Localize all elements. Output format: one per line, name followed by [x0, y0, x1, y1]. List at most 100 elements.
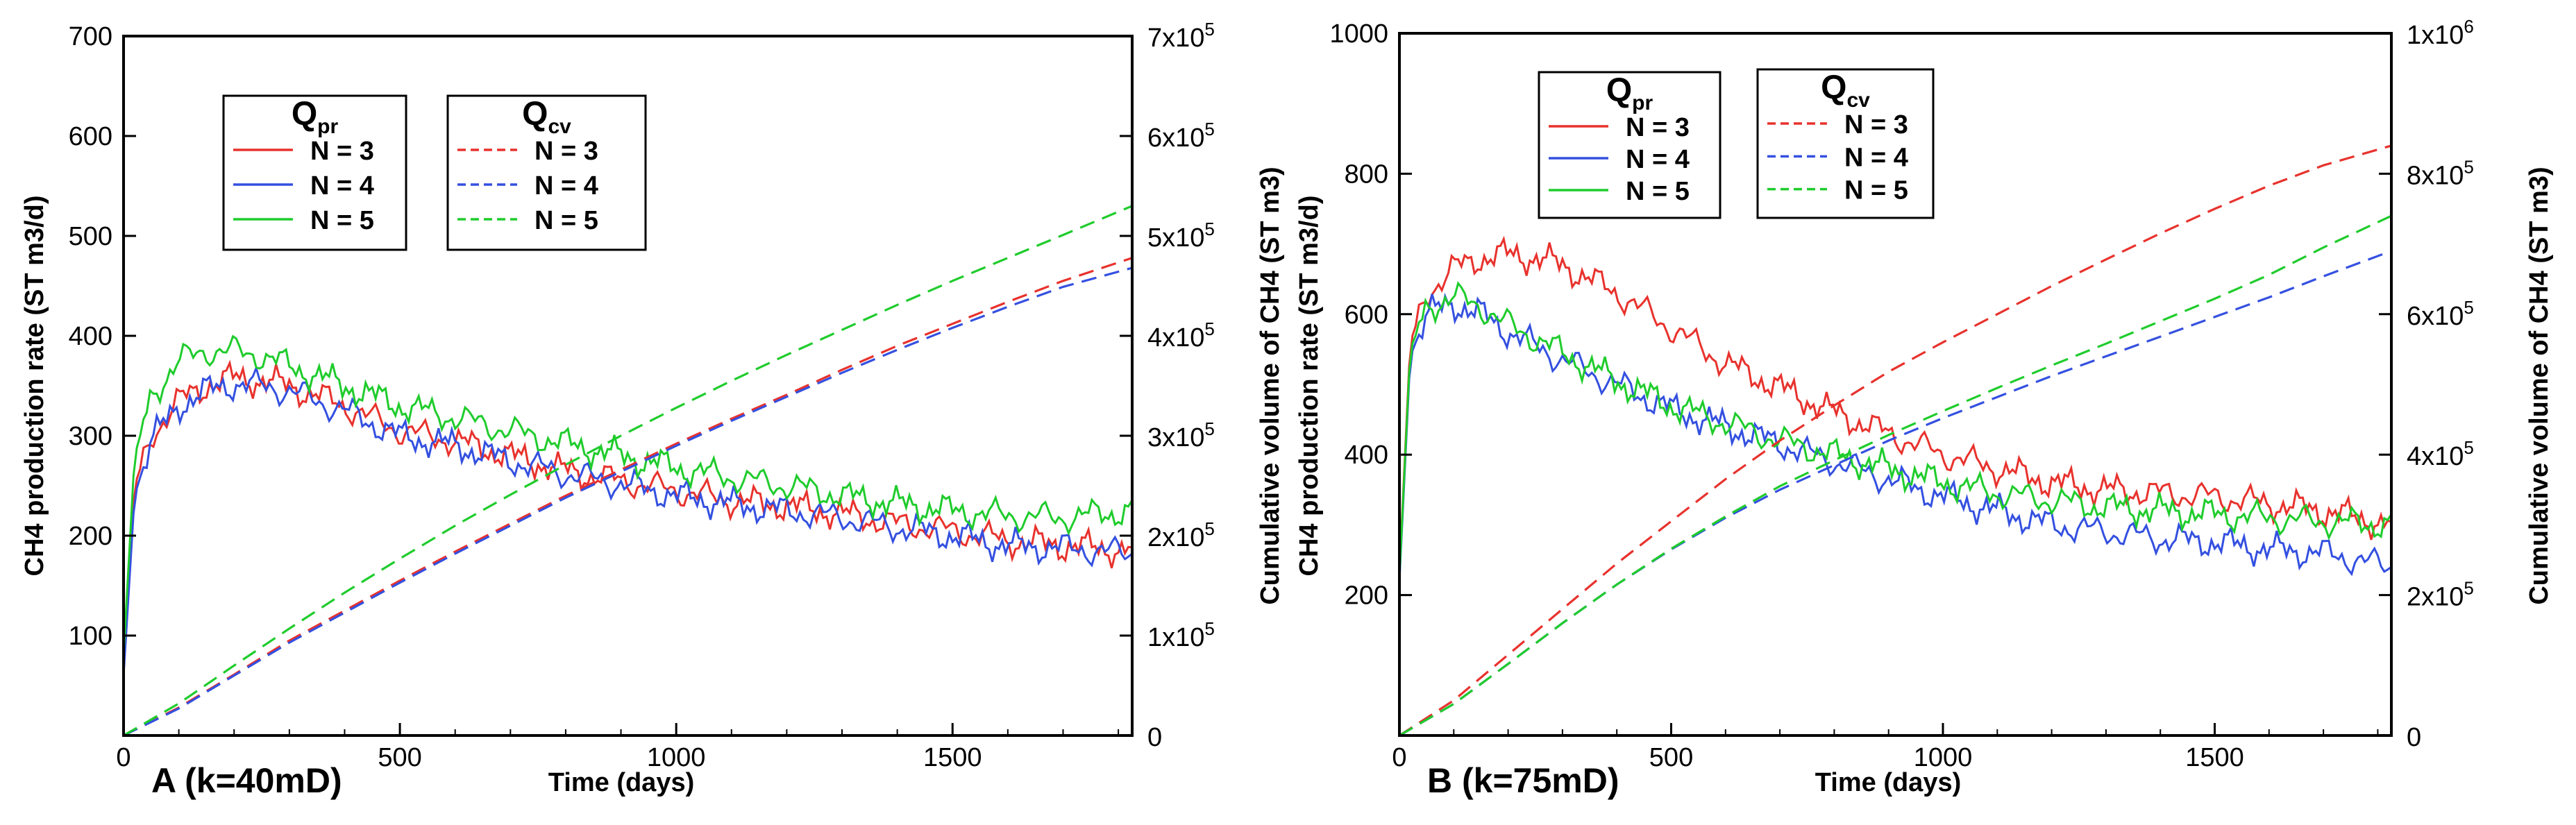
y-right-tick-base: 2x10	[1147, 523, 1204, 552]
y-right-tick-base: 4x10	[1147, 323, 1204, 352]
chart-panel-a: 0 500 1000 1500 100 200 300 400 500 600 700 0 1x10…	[20, 19, 1285, 800]
y-right-tick-label: 4x105	[1147, 318, 1215, 352]
y-axis-right-title-b: Cumulative volume of CH4 (ST m3)	[2525, 167, 2554, 604]
plot-area-a	[124, 205, 1132, 735]
legend-title-main: Q	[522, 96, 548, 133]
y-right-tick-base: 4x10	[2407, 442, 2464, 471]
panel-label-a: A (k=40mD)	[151, 761, 342, 800]
legend-entry-label: N = 5	[1844, 176, 1908, 205]
legend-title: Qpr	[1606, 72, 1653, 114]
y-right-tick-exponent: 5	[1204, 518, 1214, 539]
plot-area-b	[1399, 144, 2391, 735]
y-right-tick-base: 1x10	[1147, 623, 1204, 652]
legend-title-subscript: cv	[1846, 89, 1870, 112]
y-right-tick-exponent: 5	[2464, 297, 2473, 318]
y-right-tick-base: 2x10	[2407, 583, 2464, 612]
y-axis-left-title-a: CH4 production rate (ST m3/d)	[20, 196, 49, 577]
y-right-tick-exponent: 5	[1204, 19, 1214, 40]
legend-entry-label: N = 5	[1626, 177, 1690, 206]
y-left-tick-label: 400	[1345, 441, 1388, 470]
legend-title-main: Q	[1821, 69, 1846, 106]
y-right-tick-exponent: 5	[2464, 156, 2473, 177]
x-tick-label: 1000	[647, 743, 706, 772]
legend-title-main: Q	[1606, 72, 1632, 109]
y-left-tick-label: 1000	[1329, 19, 1388, 49]
y-right-tick-base: 1x10	[2407, 21, 2464, 50]
y-right-tick-exponent: 5	[1204, 119, 1214, 139]
y-right-tick-exponent: 5	[2464, 437, 2473, 458]
series-line-qpr-n3	[1399, 235, 2391, 575]
series-line-qcv-n5	[1399, 214, 2391, 735]
legend-entry-label: N = 4	[1844, 143, 1908, 172]
legend-entry-label: N = 3	[1626, 113, 1690, 142]
y-right-tick-base: 7x10	[1147, 24, 1204, 53]
y-right-tick-base: 6x10	[1147, 124, 1204, 153]
y-right-tick-exponent: 5	[2464, 578, 2473, 599]
y-right-tick-base: 3x10	[1147, 423, 1204, 452]
x-tick-label: 500	[1649, 743, 1693, 772]
y-right-tick-label: 8x105	[2407, 156, 2474, 190]
legend-frame	[1538, 71, 1721, 219]
legend-entry-label: N = 3	[1844, 110, 1908, 139]
plot-frame-a	[122, 35, 1134, 737]
y-right-tick-base: 8x10	[2407, 161, 2464, 190]
x-axis-b: 0 500 1000 1500	[1392, 723, 2379, 772]
y-right-tick-base: 0	[2407, 723, 2421, 752]
y-right-tick-label: 6x105	[1147, 119, 1215, 153]
legend-entry-label: N = 4	[310, 171, 374, 201]
y-right-tick-label: 6x105	[2407, 297, 2474, 331]
y-right-tick-label: 2x105	[1147, 518, 1215, 552]
y-right-tick-label: 0	[1147, 723, 1162, 752]
legend-entry-label: N = 5	[310, 206, 374, 235]
y-left-tick-label: 500	[69, 222, 112, 251]
plot-frame-b	[1398, 32, 2393, 737]
legend-frame	[446, 94, 647, 251]
series-line-qcv-n4	[1399, 250, 2391, 735]
y-right-tick-exponent: 5	[1204, 219, 1214, 239]
y-left-tick-label: 600	[69, 122, 112, 151]
legend-entry-label: N = 3	[310, 137, 374, 166]
y-left-tick-label: 200	[69, 522, 112, 551]
y-left-tick-label: 800	[1345, 160, 1388, 189]
series-line-qcv-n4	[124, 266, 1132, 735]
y-axis-right-title-a: Cumulative volume of CH4 (ST m3)	[1256, 167, 1285, 604]
x-tick-label: 500	[378, 743, 421, 772]
x-axis-title-b: Time (days)	[1815, 768, 1961, 797]
y-left-tick-label: 400	[69, 322, 112, 351]
x-tick-label: 0	[1392, 743, 1406, 772]
y-right-tick-exponent: 5	[1204, 418, 1214, 439]
series-line-qcv-n3	[1399, 144, 2391, 735]
legend-entry-label: N = 3	[534, 137, 598, 166]
y-right-tick-label: 0	[2407, 723, 2421, 752]
y-left-tick-label: 100	[69, 622, 112, 651]
legend-title-main: Q	[292, 96, 317, 133]
y-right-tick-label: 3x105	[1147, 418, 1215, 452]
y-right-tick-exponent: 6	[2464, 16, 2473, 37]
y-right-tick-label: 4x105	[2407, 437, 2474, 471]
y-right-tick-base: 5x10	[1147, 223, 1204, 253]
y-right-tick-label: 5x105	[1147, 219, 1215, 253]
legend-entry-label: N = 5	[534, 206, 598, 235]
y-right-tick-base: 0	[1147, 723, 1162, 752]
legend-title-subscript: cv	[548, 115, 571, 138]
y-right-tick-exponent: 5	[1204, 618, 1214, 639]
series-line-qcv-n5	[124, 205, 1132, 735]
y-axis-left-b: 200 400 600 800 1000	[1329, 19, 1412, 611]
x-tick-label: 1000	[1914, 743, 1973, 772]
y-axis-left-a: 100 200 300 400 500 600 700	[69, 22, 136, 651]
y-right-tick-label: 1x106	[2407, 16, 2474, 50]
y-right-tick-base: 6x10	[2407, 302, 2464, 331]
legend-title: Qpr	[292, 96, 339, 138]
x-tick-label: 1500	[923, 743, 982, 772]
y-right-tick-label: 1x105	[1147, 618, 1215, 652]
legend-entry-label: N = 4	[1626, 145, 1690, 174]
